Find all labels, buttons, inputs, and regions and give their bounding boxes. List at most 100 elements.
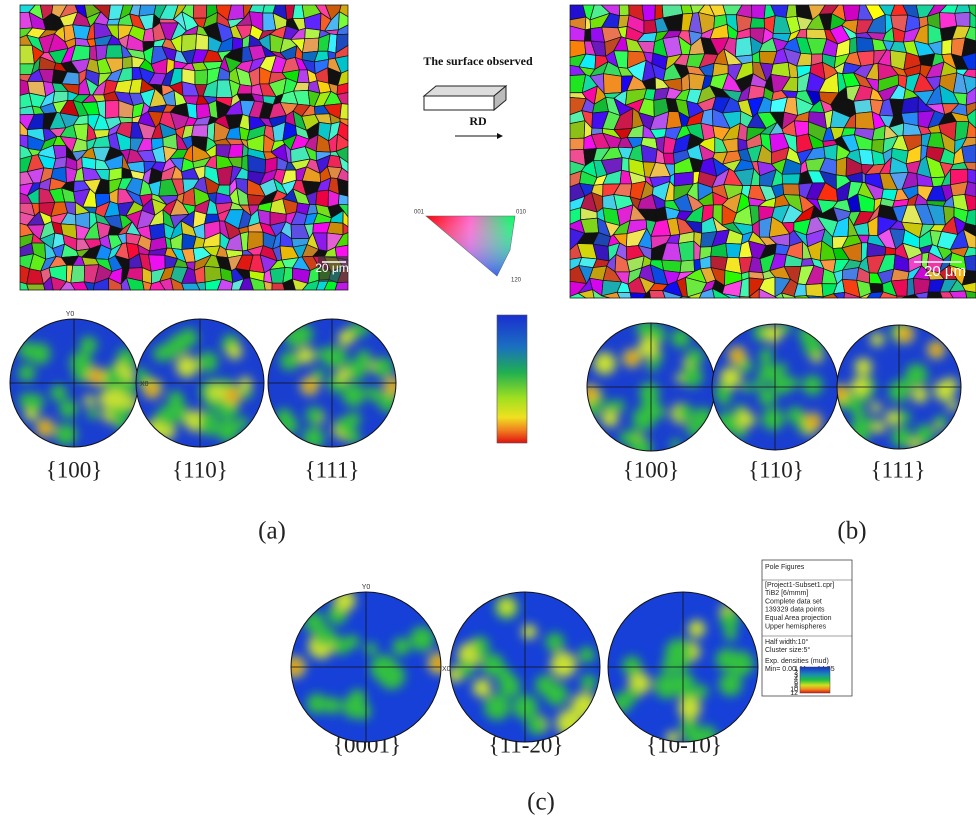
ipf-shade	[426, 216, 515, 276]
ebsd-maps	[19, 4, 976, 299]
density-blob	[638, 337, 659, 358]
density-blob	[578, 646, 595, 664]
density-blob	[854, 357, 873, 376]
grain	[966, 108, 976, 129]
grain	[963, 254, 976, 272]
scale-bar-label: 20 μm	[315, 261, 349, 275]
grain	[835, 156, 848, 177]
density-blob	[720, 680, 735, 695]
sample-top	[422, 85, 508, 97]
density-blob	[207, 384, 224, 401]
grain	[856, 36, 875, 53]
density-blob	[296, 347, 314, 364]
grain	[269, 267, 286, 284]
density-blob	[802, 375, 823, 396]
pole-label: {100}	[46, 457, 103, 482]
density-blob	[947, 400, 959, 412]
density-blob	[227, 391, 237, 401]
grain	[569, 137, 585, 151]
grain	[194, 69, 209, 86]
density-blob	[687, 620, 706, 638]
grain	[861, 171, 866, 184]
pole-figure	[837, 325, 961, 449]
density-blob	[641, 395, 659, 413]
axis-label: X0	[442, 666, 451, 673]
grain	[679, 259, 695, 273]
pole-outline	[135, 318, 265, 448]
pole-figure	[10, 319, 138, 447]
density-blob	[776, 362, 787, 374]
blobs	[587, 323, 714, 451]
grain	[964, 290, 976, 299]
density-blob	[227, 344, 243, 360]
pole-label: {111}	[305, 457, 360, 482]
density-blob	[457, 660, 475, 678]
density-blob	[55, 423, 77, 446]
density-blob	[897, 410, 911, 424]
density-blob	[758, 388, 777, 406]
density-blob	[931, 345, 941, 355]
grain	[806, 28, 828, 40]
density-blob	[364, 642, 378, 655]
grain	[961, 52, 976, 70]
density-blob	[587, 396, 602, 417]
density-blob	[332, 636, 351, 655]
axis-label: Y0	[66, 311, 75, 318]
density-blob	[612, 399, 626, 412]
grain	[191, 124, 209, 138]
legend-scale-label: 8	[794, 683, 798, 690]
density-blob	[324, 346, 348, 369]
density-blob	[312, 368, 325, 382]
grain	[122, 56, 133, 70]
pole-outline	[290, 591, 442, 743]
blobs	[18, 336, 138, 446]
density-blob	[933, 380, 956, 402]
density-blob	[773, 416, 784, 427]
density-blob	[388, 381, 396, 391]
grain	[641, 4, 656, 22]
pole-label: {110}	[172, 457, 228, 482]
density-blob	[601, 409, 619, 428]
density-blob	[718, 395, 730, 406]
grain	[869, 282, 884, 294]
grain	[782, 183, 800, 196]
density-blob	[724, 628, 737, 641]
density-blob	[627, 353, 637, 363]
density-blob	[342, 383, 366, 407]
density-blob	[545, 632, 565, 652]
density-blob	[98, 390, 116, 408]
grain	[964, 181, 976, 198]
grain	[963, 161, 976, 171]
density-blob	[915, 424, 935, 444]
grain	[963, 222, 976, 237]
density-blob	[354, 703, 372, 720]
density-blob	[336, 368, 350, 382]
density-blob	[654, 673, 680, 699]
grain	[678, 240, 695, 262]
density-blob	[484, 694, 511, 721]
grain	[965, 101, 976, 117]
rd-label: RD	[469, 114, 487, 128]
grain	[315, 189, 329, 208]
pole-label: {111}	[871, 457, 926, 482]
grain	[749, 17, 765, 29]
density-blob	[303, 612, 325, 633]
density-blob	[346, 430, 361, 445]
grain	[961, 269, 976, 286]
grain	[805, 283, 824, 298]
pole-outline	[836, 324, 962, 450]
grain	[236, 84, 253, 95]
ipf-corner: 010	[516, 210, 527, 216]
ebsd-map	[569, 4, 976, 299]
blobs	[291, 592, 441, 720]
density-blob	[147, 384, 157, 394]
caption: (b)	[837, 518, 866, 545]
density-blob	[570, 702, 587, 719]
legend-density: Exp. densities (mud)	[765, 658, 829, 665]
density-blob	[356, 358, 370, 372]
pole-outline	[607, 591, 759, 743]
grain	[337, 178, 349, 197]
density-blob	[305, 381, 315, 391]
density-blob	[69, 351, 93, 375]
legend-scale-label: 6	[794, 680, 798, 687]
